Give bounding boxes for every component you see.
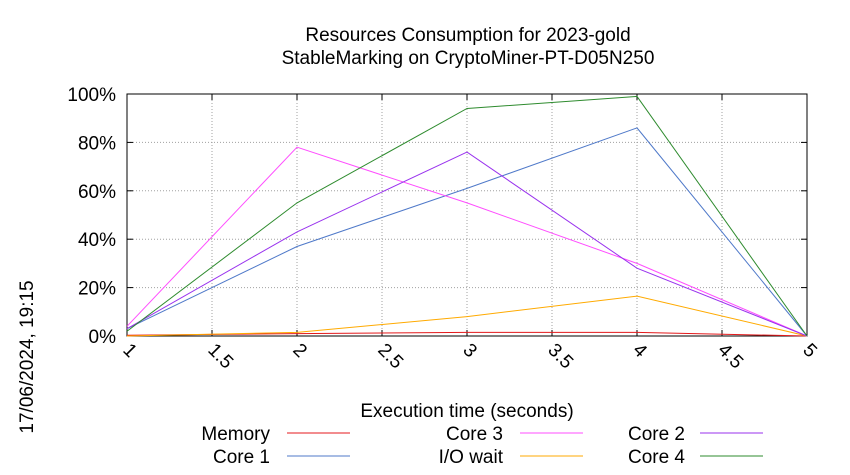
series-line-i-o-wait: [126, 295, 808, 337]
x-tick-label: 4: [628, 340, 651, 363]
x-tick-label: 3.5: [543, 340, 577, 374]
grid: [127, 94, 807, 336]
series-line-core-3: [126, 146, 808, 337]
x-tick-label: 1.5: [203, 340, 237, 374]
legend-label-core-4: Core 4: [628, 447, 685, 468]
chart-title-line2: StableMarking on CryptoMiner-PT-D05N250: [282, 48, 655, 69]
x-tick-label: 4.5: [713, 340, 747, 374]
series-line-core-1: [126, 127, 808, 337]
x-tick-label: 5: [798, 340, 820, 362]
legend-label-i-o-wait: I/O wait: [439, 447, 504, 468]
legend-label-core-3: Core 3: [446, 424, 503, 445]
series-line-core-2: [126, 151, 808, 337]
x-tick-label: 3: [458, 340, 480, 362]
series-line-memory: [126, 331, 808, 337]
y-tick-label: 40%: [78, 230, 116, 251]
y-tick-label: 60%: [78, 182, 116, 203]
y-tick-label: 0%: [89, 327, 117, 348]
y-axis: 0% 20% 40% 60% 80% 100%: [67, 85, 807, 348]
x-tick-label: 1: [118, 340, 140, 362]
x-tick-label: 2: [288, 340, 310, 362]
timestamp-label: 17/06/2024, 19:15: [17, 280, 38, 433]
series-lines: [126, 95, 808, 337]
legend-label-memory: Memory: [201, 424, 270, 445]
legend-label-core-2: Core 2: [628, 424, 685, 445]
series-line-core-4: [126, 95, 808, 337]
chart-title-line1: Resources Consumption for 2023-gold: [305, 25, 630, 46]
x-axis: 1 1.5 2 2.5 3 3.5 4 4.5 5: [118, 94, 821, 374]
x-axis-label: Execution time (seconds): [360, 401, 573, 422]
y-tick-label: 100%: [67, 85, 116, 106]
y-tick-label: 80%: [78, 133, 116, 154]
y-tick-label: 20%: [78, 279, 116, 300]
legend-label-core-1: Core 1: [213, 447, 270, 468]
x-tick-label: 2.5: [373, 340, 407, 374]
